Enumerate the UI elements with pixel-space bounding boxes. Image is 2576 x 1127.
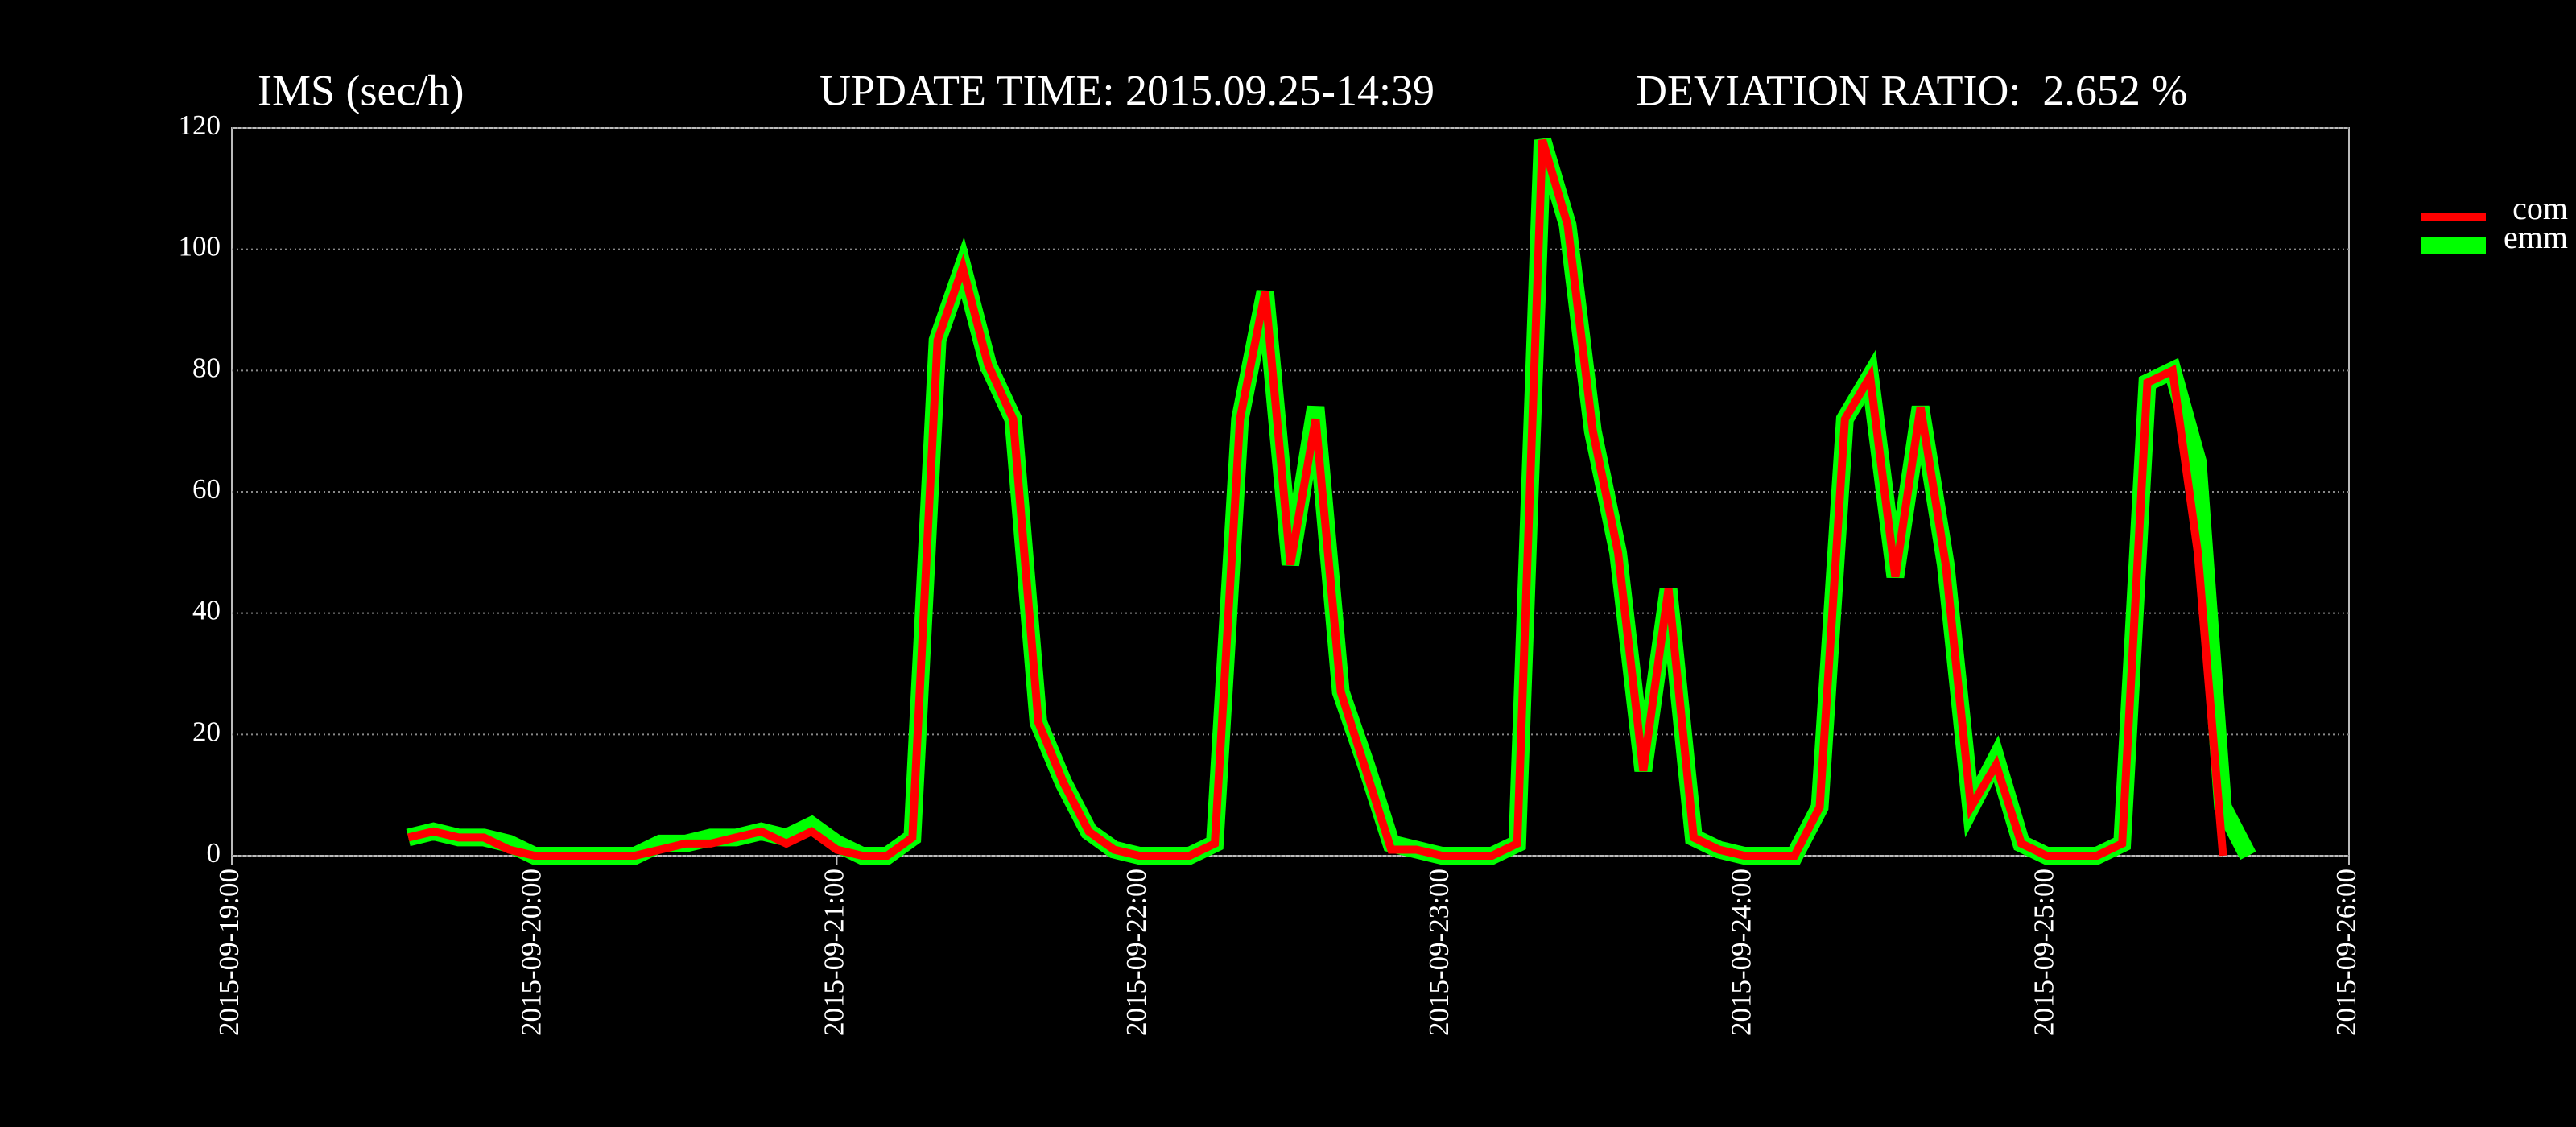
- y-tick-label: 80: [192, 352, 221, 383]
- x-tick-label: 2015-09-24:00: [1726, 869, 1757, 1036]
- y-tick-label: 100: [179, 231, 221, 262]
- y-tick-label: 60: [192, 473, 221, 505]
- x-tick-label: 2015-09-19:00: [213, 869, 245, 1036]
- x-tick-label: 2015-09-20:00: [516, 869, 547, 1036]
- chart-title: IMS (sec/h): [258, 66, 464, 114]
- series-line: [407, 138, 2227, 860]
- x-tick-label: 2015-09-23:00: [1423, 869, 1455, 1036]
- y-tick-label: 120: [179, 109, 221, 141]
- x-tick-label: 2015-09-21:00: [818, 869, 849, 1036]
- deviation-ratio: DEVIATION RATIO: 2.652 %: [1636, 66, 2187, 114]
- legend-label: emm: [2504, 219, 2568, 255]
- x-tick-label: 2015-09-22:00: [1121, 869, 1152, 1036]
- x-tick-label: 2015-09-25:00: [2028, 869, 2059, 1036]
- update-time: UPDATE TIME: 2015.09.25-14:39: [819, 66, 1435, 114]
- y-tick-label: 20: [192, 716, 221, 747]
- x-tick-label: 2015-09-26:00: [2330, 869, 2362, 1036]
- legend-label: com: [2512, 190, 2568, 226]
- y-tick-label: 0: [207, 837, 221, 869]
- y-tick-label: 40: [192, 595, 221, 626]
